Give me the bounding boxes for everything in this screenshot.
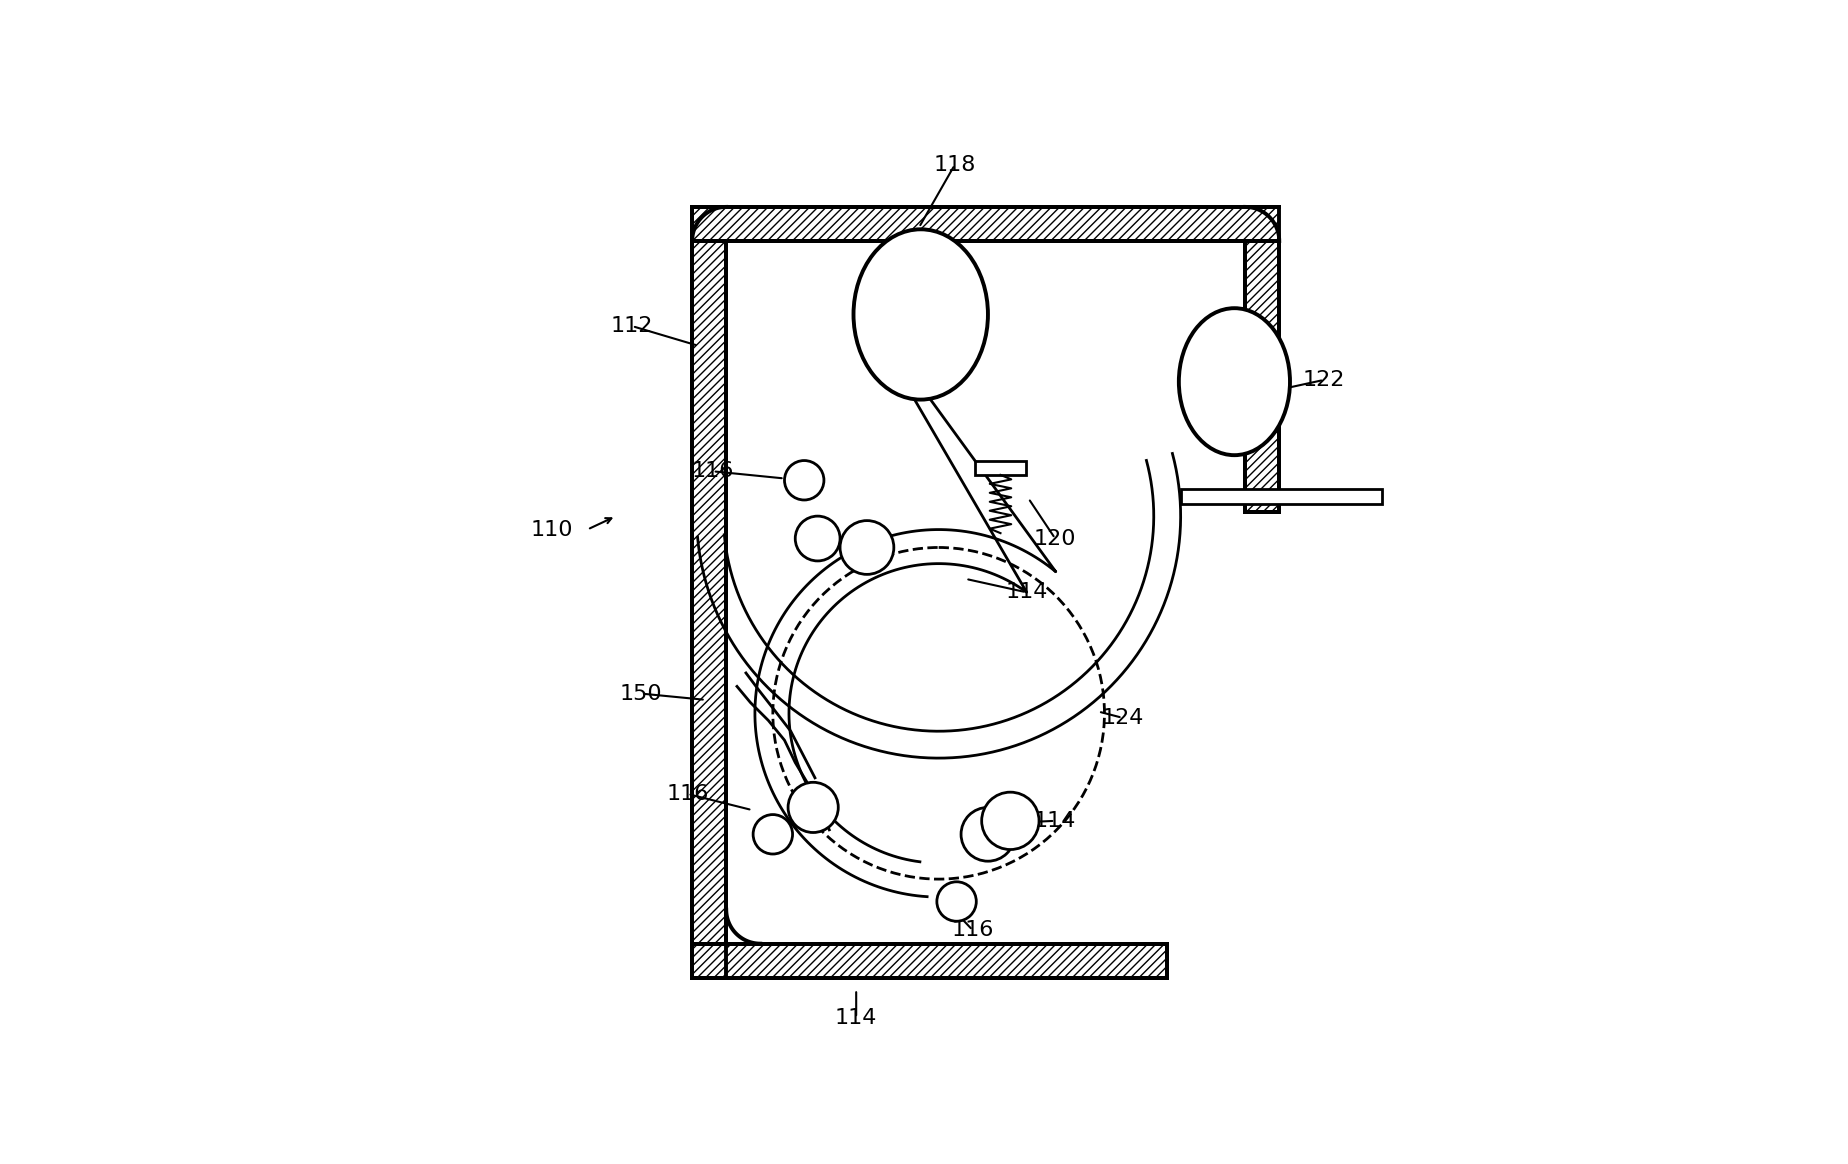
Text: 114: 114 bbox=[1033, 811, 1076, 831]
Bar bbox=[1244, 241, 1279, 512]
Bar bbox=[1181, 489, 1382, 504]
Text: 110: 110 bbox=[530, 519, 573, 540]
Circle shape bbox=[839, 520, 893, 574]
Circle shape bbox=[784, 461, 824, 501]
Text: 114: 114 bbox=[1005, 582, 1048, 602]
Text: 122: 122 bbox=[1303, 370, 1345, 390]
Text: 116: 116 bbox=[691, 461, 734, 481]
Circle shape bbox=[795, 516, 839, 561]
Text: 116: 116 bbox=[665, 785, 708, 804]
Bar bbox=[691, 207, 1279, 241]
Text: 116: 116 bbox=[952, 921, 994, 941]
Circle shape bbox=[961, 808, 1015, 861]
Circle shape bbox=[937, 882, 976, 921]
Text: 150: 150 bbox=[619, 683, 662, 703]
Text: 112: 112 bbox=[610, 317, 652, 336]
Circle shape bbox=[981, 793, 1039, 850]
Bar bbox=[691, 241, 726, 978]
Ellipse shape bbox=[1179, 308, 1290, 455]
Text: 124: 124 bbox=[1101, 708, 1142, 728]
Text: 114: 114 bbox=[835, 1008, 878, 1028]
Circle shape bbox=[752, 815, 793, 854]
Circle shape bbox=[787, 782, 837, 832]
Text: 120: 120 bbox=[1033, 528, 1076, 548]
Bar bbox=[691, 944, 1166, 978]
Bar bbox=[974, 461, 1026, 475]
Ellipse shape bbox=[854, 229, 987, 399]
Text: 118: 118 bbox=[933, 155, 976, 175]
